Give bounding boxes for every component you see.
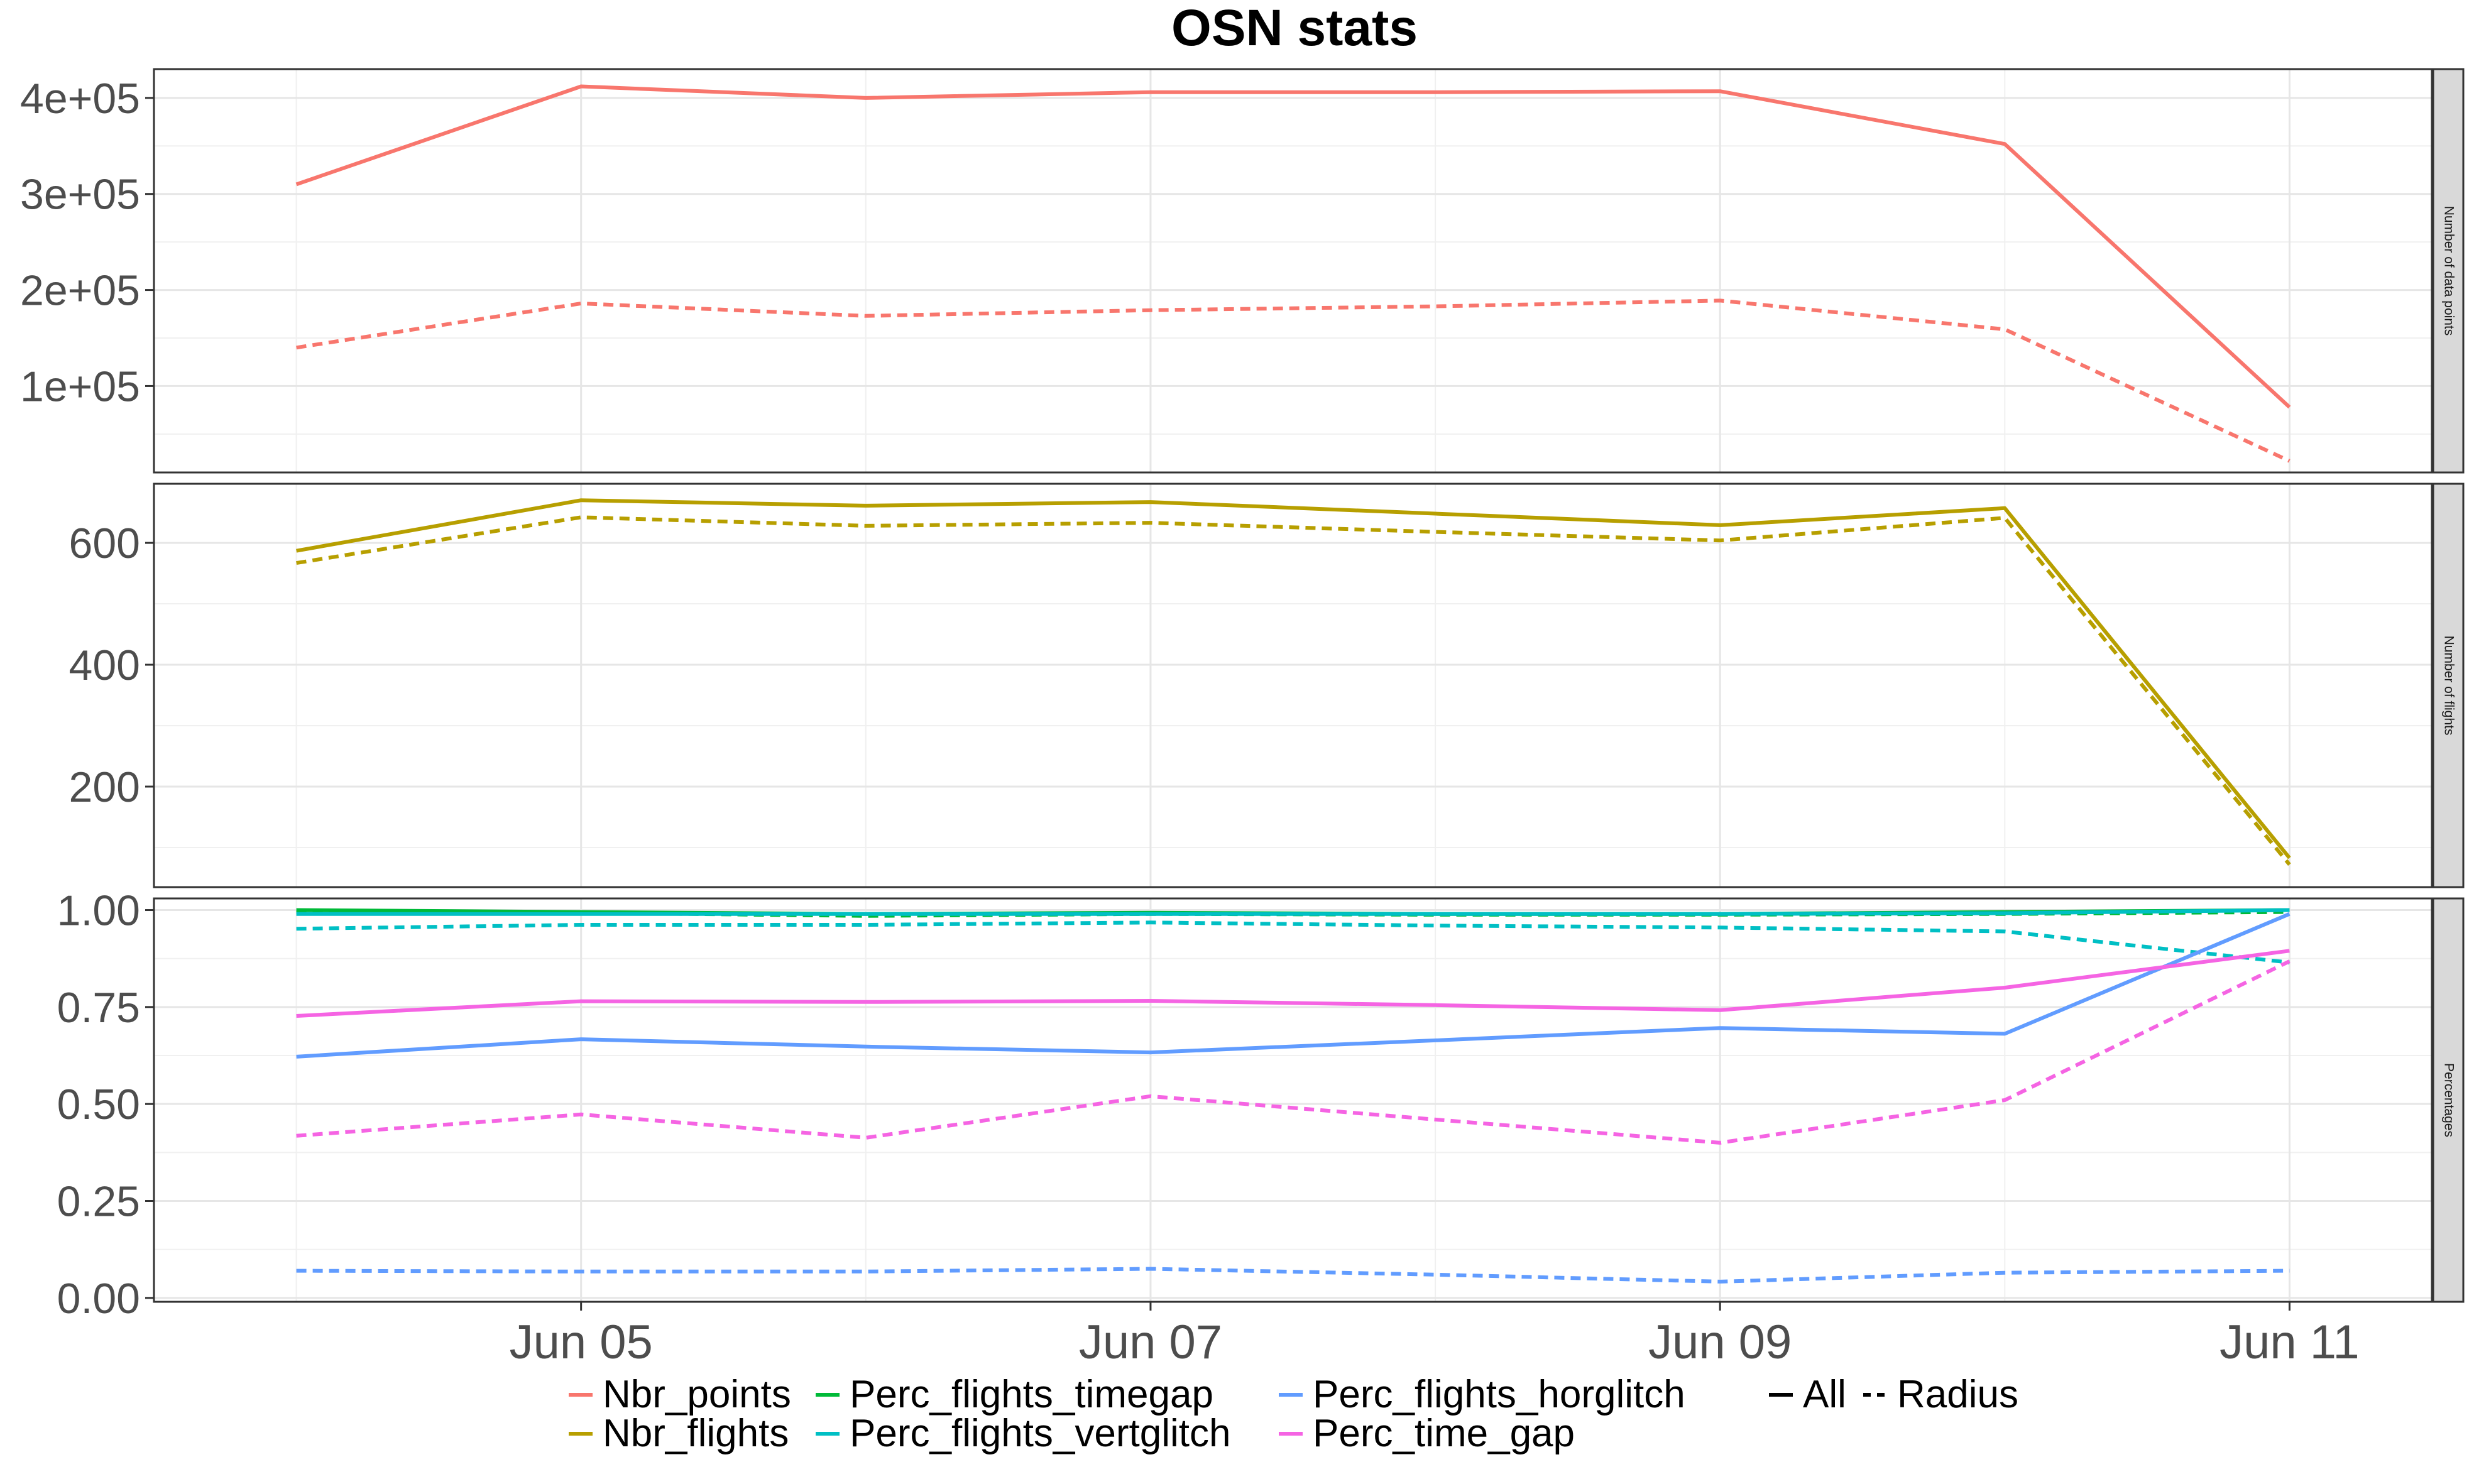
legend-item-linetype-all: All xyxy=(1769,1373,1846,1416)
x-tick-label: Jun 05 xyxy=(510,1316,653,1369)
y-tick-label: 0.00 xyxy=(57,1275,140,1323)
series-line-nbr-flights-radius xyxy=(296,515,2291,866)
panels-layer: 1e+05 2e+05 3e+05 4e+05 Number of data point… xyxy=(20,68,2465,1323)
series-line-perc-flights-horglitch-radius xyxy=(296,1267,2290,1284)
facet-strip-label: Number of data points xyxy=(2441,206,2456,336)
y-tick-label: 2e+05 xyxy=(20,267,140,315)
panel-background xyxy=(154,69,2432,472)
legend-label: Radius xyxy=(1897,1373,2018,1416)
panel-2: 200 400 600 Number of flights xyxy=(69,483,2465,888)
legend-item-perc-time-gap: Perc_time_gap xyxy=(1279,1412,1575,1455)
series-line-nbr-flights-all xyxy=(296,498,2291,859)
x-axis: Jun 05 Jun 07 Jun 09 Jun 11 xyxy=(510,1302,2360,1369)
panel-background xyxy=(154,898,2432,1302)
series-line-perc-flights-vertglitch-radius xyxy=(296,920,2290,964)
series-line-nbr-points-radius xyxy=(296,298,2291,463)
legend-item-perc-flights-timegap: Perc_flights_timegap xyxy=(816,1373,1213,1416)
legend-item-nbr-flights: Nbr_flights xyxy=(569,1412,789,1455)
facet-strip-label: Number of flights xyxy=(2441,636,2456,736)
chart-title: OSN stats xyxy=(1171,0,1418,57)
legend-label: Perc_flights_vertglitch xyxy=(850,1412,1231,1455)
x-tick-label: Jun 07 xyxy=(1079,1316,1222,1369)
panel-background xyxy=(154,484,2432,887)
facet-strip xyxy=(2432,897,2465,1303)
panel-border xyxy=(153,483,2433,888)
facet-strip xyxy=(2432,68,2465,474)
x-tick-label: Jun 11 xyxy=(2219,1316,2360,1369)
legend-label: Perc_flights_timegap xyxy=(850,1373,1213,1416)
y-tick-label: 0.50 xyxy=(57,1081,140,1128)
legend-item-perc-flights-vertglitch: Perc_flights_vertglitch xyxy=(816,1412,1231,1455)
legend-item-linetype-radius: Radius xyxy=(1863,1373,2018,1416)
panel-3: 0.00 0.25 0.50 0.75 1.00 Percentages xyxy=(57,887,2465,1323)
series-line-perc-time-gap-all xyxy=(296,949,2290,1018)
legend-item-perc-flights-horglitch: Perc_flights_horglitch xyxy=(1279,1373,1685,1416)
y-tick-label: 600 xyxy=(69,520,140,567)
legend-label: Nbr_flights xyxy=(603,1412,789,1455)
legend-label: All xyxy=(1803,1373,1846,1416)
legend-label: Nbr_points xyxy=(603,1373,791,1416)
facet-strip-label: Percentages xyxy=(2441,1063,2456,1137)
series-line-perc-time-gap-radius xyxy=(296,959,2291,1145)
y-tick-label: 3e+05 xyxy=(20,171,140,219)
y-tick-label: 400 xyxy=(69,641,140,689)
y-tick-label: 200 xyxy=(69,763,140,811)
series-line-perc-flights-vertglitch-all xyxy=(296,908,2290,916)
panel-border xyxy=(153,897,2433,1303)
x-tick-label: Jun 09 xyxy=(1648,1316,1792,1369)
y-tick-label: 1e+05 xyxy=(20,363,140,410)
legend-label: Perc_flights_horglitch xyxy=(1313,1373,1685,1416)
panel-border xyxy=(153,68,2433,474)
panel-1: 1e+05 2e+05 3e+05 4e+05 Number of data point… xyxy=(20,68,2465,474)
legend-item-nbr-points: Nbr_points xyxy=(569,1373,791,1416)
series-line-perc-flights-horglitch-all xyxy=(296,912,2291,1059)
y-tick-label: 4e+05 xyxy=(20,75,140,123)
y-tick-label: 0.25 xyxy=(57,1178,140,1226)
series-line-nbr-points-all xyxy=(295,84,2291,409)
facet-strip xyxy=(2432,483,2465,888)
legend-label: Perc_time_gap xyxy=(1313,1412,1575,1455)
y-tick-label: 0.75 xyxy=(57,984,140,1032)
y-tick-label: 1.00 xyxy=(57,887,140,935)
